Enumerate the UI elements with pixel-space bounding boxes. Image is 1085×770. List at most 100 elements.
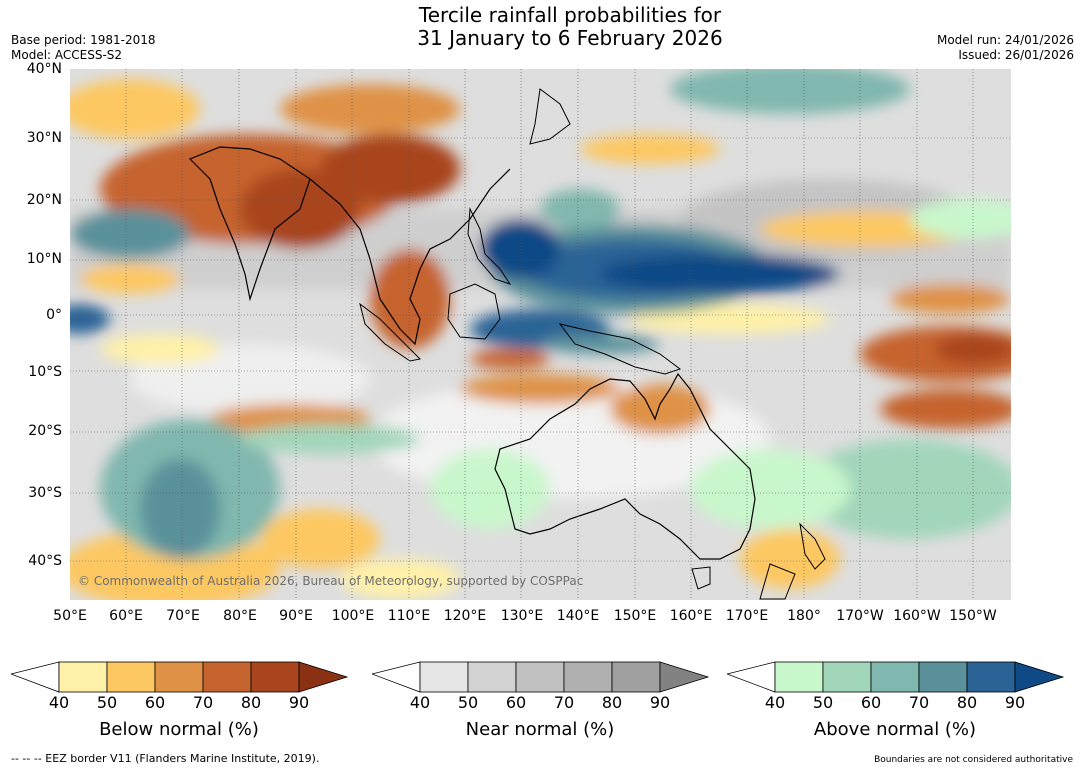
- new-guinea-coastline: [558, 323, 682, 375]
- colorbar-tick: 60: [505, 693, 527, 712]
- lon-label: 180°: [787, 608, 821, 624]
- lon-label: 130°E: [500, 608, 544, 624]
- colorbar-above-normal: 40 50 60 70 80 90: [725, 658, 1067, 722]
- colorbar-below-swatch: [250, 661, 300, 693]
- colorbar-below-swatch: [154, 661, 204, 693]
- map-title: Tercile rainfall probabilities for 31 Ja…: [0, 4, 1085, 50]
- colorbar-near-swatch: [563, 661, 613, 693]
- lat-label: 10°S: [28, 364, 62, 380]
- colorbar-tick: 50: [457, 693, 479, 712]
- colorbar-below-svg: [9, 661, 349, 693]
- colorbar-tick: 50: [812, 693, 834, 712]
- australia-coastline: [494, 372, 756, 560]
- colorbar-tick: 60: [860, 693, 882, 712]
- map-canvas: [70, 69, 1011, 600]
- lon-label: 60°E: [109, 608, 143, 624]
- se-asia-coastline: [309, 168, 511, 346]
- boundaries-disclaimer: Boundaries are not considered authoritat…: [874, 755, 1073, 765]
- colorbar-tick: 90: [288, 693, 310, 712]
- colorbar-near-swatch: [611, 661, 661, 693]
- colorbar-tick: 80: [956, 693, 978, 712]
- lon-label: 100°E: [331, 608, 375, 624]
- philippines-coastline: [467, 207, 512, 285]
- colorbar-above-max-arrow: [1014, 661, 1065, 693]
- copyright-text: © Commonwealth of Australia 2026, Bureau…: [78, 574, 584, 588]
- colorbar-below-swatch: [106, 661, 156, 693]
- lat-label: 30°N: [26, 130, 62, 146]
- lat-label: 40°S: [28, 553, 62, 569]
- colorbar-above-ticks: 40 50 60 70 80 90: [727, 693, 1067, 713]
- colorbar-near-swatch: [467, 661, 517, 693]
- colorbar-tick: 90: [649, 693, 671, 712]
- borneo-coastline: [447, 283, 501, 340]
- colorbar-tick: 40: [409, 693, 431, 712]
- colorbar-below-label: Below normal (%): [99, 719, 259, 740]
- lon-label: 170°W: [836, 608, 884, 624]
- colorbar-tick: 70: [908, 693, 930, 712]
- lon-label: 120°E: [443, 608, 487, 624]
- lon-label: 80°E: [223, 608, 257, 624]
- japan-coastline: [529, 88, 571, 145]
- map-title-line1: Tercile rainfall probabilities for: [418, 3, 722, 27]
- lon-label: 70°E: [166, 608, 200, 624]
- lon-label: 140°E: [556, 608, 600, 624]
- india-coastline: [188, 146, 311, 302]
- colorbar-below-max-arrow: [298, 661, 349, 693]
- colorbar-above-label: Above normal (%): [813, 719, 977, 740]
- lat-label: 10°N: [26, 251, 62, 267]
- colorbar-tick: 70: [553, 693, 575, 712]
- lon-label: 150°E: [613, 608, 657, 624]
- colorbar-below-min-arrow: [9, 661, 60, 693]
- colorbar-near-max-arrow: [659, 661, 710, 693]
- colorbar-near-ticks: 40 50 60 70 80 90: [372, 693, 712, 713]
- colorbar-below-ticks: 40 50 60 70 80 90: [11, 693, 351, 713]
- colorbar-above-swatch: [822, 661, 872, 693]
- colorbar-tick: 50: [96, 693, 118, 712]
- colorbar-near-label: Near normal (%): [465, 719, 615, 740]
- colorbar-above-svg: [725, 661, 1065, 693]
- lat-label: 40°N: [26, 61, 62, 77]
- lat-label: 20°N: [26, 192, 62, 208]
- lon-label: 50°E: [53, 608, 87, 624]
- colorbar-tick: 80: [601, 693, 623, 712]
- sumatra-coastline: [359, 302, 422, 362]
- eez-border-note: -- -- -- EEZ border V11 (Flanders Marine…: [11, 752, 320, 765]
- base-period-text: Base period: 1981-2018: [11, 33, 156, 47]
- map-title-line2: 31 January to 6 February 2026: [417, 26, 723, 50]
- colorbar-near-svg: [370, 661, 710, 693]
- lon-label: 110°E: [387, 608, 431, 624]
- colorbar-near-swatch: [419, 661, 469, 693]
- colorbar-near-swatch: [515, 661, 565, 693]
- colorbar-below-swatch: [58, 661, 108, 693]
- colorbar-tick: 80: [240, 693, 262, 712]
- meta-right: Model run: 24/01/2026 Issued: 26/01/2026: [937, 33, 1074, 63]
- colorbar-tick: 90: [1004, 693, 1026, 712]
- colorbar-above-swatch: [870, 661, 920, 693]
- lon-label: 150°W: [949, 608, 997, 624]
- colorbar-tick: 40: [48, 693, 70, 712]
- meta-left: Base period: 1981-2018 Model: ACCESS-S2: [11, 33, 156, 63]
- graticule: [70, 69, 1011, 600]
- colorbar-below-normal: 40 50 60 70 80 90: [9, 658, 351, 722]
- lon-label: 160°W: [893, 608, 941, 624]
- lon-label: 90°E: [279, 608, 313, 624]
- colorbar-near-min-arrow: [370, 661, 421, 693]
- colorbar-tick: 60: [144, 693, 166, 712]
- colorbar-above-swatch: [774, 661, 824, 693]
- colorbar-tick: 70: [192, 693, 214, 712]
- colorbar-near-normal: 40 50 60 70 80 90: [370, 658, 712, 722]
- colorbar-above-swatch: [966, 661, 1016, 693]
- lat-label: 0°: [46, 307, 62, 323]
- lat-label: 20°S: [28, 423, 62, 439]
- colorbar-above-swatch: [918, 661, 968, 693]
- lat-label: 30°S: [28, 485, 62, 501]
- probability-fields: [70, 69, 1011, 600]
- issued-text: Issued: 26/01/2026: [958, 48, 1074, 62]
- model-text: Model: ACCESS-S2: [11, 48, 123, 62]
- tasmania-coastline: [691, 566, 711, 590]
- colorbar-below-swatch: [202, 661, 252, 693]
- lon-label: 160°E: [669, 608, 713, 624]
- colorbar-tick: 40: [764, 693, 786, 712]
- rainfall-probability-map: © Commonwealth of Australia 2026, Bureau…: [70, 69, 1011, 600]
- model-run-text: Model run: 24/01/2026: [936, 33, 1074, 47]
